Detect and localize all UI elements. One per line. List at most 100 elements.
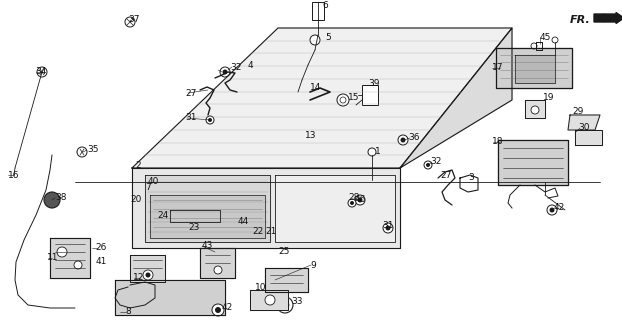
Circle shape (215, 307, 221, 313)
Text: 45: 45 (540, 33, 551, 42)
Circle shape (368, 148, 376, 156)
Text: 9: 9 (310, 260, 316, 269)
Polygon shape (150, 195, 265, 238)
Text: 40: 40 (148, 178, 159, 187)
Polygon shape (568, 115, 600, 130)
Polygon shape (200, 248, 235, 278)
Circle shape (552, 37, 558, 43)
Text: 41: 41 (96, 258, 108, 267)
Circle shape (355, 195, 365, 205)
Text: 37: 37 (128, 15, 139, 25)
Circle shape (383, 223, 393, 233)
Text: 7: 7 (145, 183, 151, 193)
Circle shape (74, 261, 82, 269)
Text: 19: 19 (543, 93, 554, 102)
Text: 46: 46 (355, 196, 366, 204)
Circle shape (531, 106, 539, 114)
Circle shape (265, 295, 275, 305)
Polygon shape (132, 168, 400, 248)
Text: 43: 43 (202, 242, 213, 251)
Text: 28: 28 (348, 194, 360, 203)
Text: 25: 25 (278, 247, 289, 257)
Circle shape (401, 138, 406, 142)
Text: 4: 4 (248, 60, 254, 69)
Circle shape (143, 270, 153, 280)
Circle shape (350, 201, 354, 205)
Text: 29: 29 (572, 108, 583, 116)
Circle shape (310, 35, 320, 45)
Polygon shape (498, 140, 568, 185)
Text: 32: 32 (230, 62, 241, 71)
Circle shape (125, 17, 135, 27)
Text: 16: 16 (8, 171, 19, 180)
Text: FR.: FR. (570, 15, 591, 25)
Circle shape (37, 67, 47, 77)
Text: 12: 12 (133, 274, 144, 283)
Circle shape (358, 197, 363, 203)
Circle shape (223, 69, 228, 75)
Text: 2: 2 (135, 162, 141, 171)
Text: 15: 15 (348, 92, 360, 101)
Text: 27: 27 (185, 89, 197, 98)
Text: 27: 27 (440, 171, 452, 180)
Text: 36: 36 (408, 133, 419, 142)
Polygon shape (575, 130, 602, 145)
Circle shape (424, 161, 432, 169)
Text: 14: 14 (310, 84, 322, 92)
Circle shape (208, 118, 212, 122)
Polygon shape (132, 28, 512, 168)
Text: 34: 34 (35, 68, 47, 76)
Circle shape (214, 266, 222, 274)
Text: 44: 44 (238, 218, 249, 227)
Text: 13: 13 (305, 131, 317, 140)
Text: 22: 22 (252, 228, 263, 236)
Circle shape (77, 147, 87, 157)
Text: 42: 42 (554, 204, 565, 212)
Circle shape (220, 67, 230, 77)
Circle shape (44, 192, 60, 208)
Polygon shape (496, 48, 572, 88)
Polygon shape (525, 100, 545, 118)
Text: 38: 38 (55, 194, 67, 203)
Circle shape (398, 135, 408, 145)
Polygon shape (400, 28, 512, 168)
Circle shape (348, 199, 356, 207)
Text: 42: 42 (222, 303, 233, 313)
FancyArrow shape (594, 12, 622, 23)
Text: 20: 20 (130, 196, 141, 204)
Text: 10: 10 (255, 284, 266, 292)
Text: 5: 5 (325, 34, 331, 43)
Text: 11: 11 (47, 253, 58, 262)
Circle shape (337, 94, 349, 106)
Circle shape (277, 297, 293, 313)
Polygon shape (145, 175, 270, 242)
Text: 17: 17 (492, 63, 503, 73)
Text: 35: 35 (87, 146, 98, 155)
Text: 32: 32 (430, 157, 442, 166)
Polygon shape (275, 175, 395, 242)
Polygon shape (265, 268, 308, 292)
Circle shape (386, 226, 391, 230)
Circle shape (57, 247, 67, 257)
Text: 21: 21 (265, 228, 276, 236)
Text: 3: 3 (468, 173, 474, 182)
Bar (362, 85, 378, 105)
Text: 30: 30 (578, 124, 590, 132)
Circle shape (146, 273, 151, 277)
Text: 8: 8 (125, 308, 131, 316)
Text: 6: 6 (322, 1, 328, 10)
Circle shape (549, 207, 554, 212)
Circle shape (206, 116, 214, 124)
Circle shape (212, 304, 224, 316)
Text: 18: 18 (492, 138, 503, 147)
Text: 23: 23 (188, 223, 200, 233)
Circle shape (547, 205, 557, 215)
Text: 31: 31 (382, 221, 394, 230)
Polygon shape (130, 255, 165, 282)
Text: 26: 26 (95, 244, 106, 252)
Text: 31: 31 (185, 114, 197, 123)
Circle shape (426, 163, 430, 167)
Text: 1: 1 (375, 148, 381, 156)
Text: 39: 39 (368, 79, 379, 89)
Polygon shape (50, 238, 90, 278)
